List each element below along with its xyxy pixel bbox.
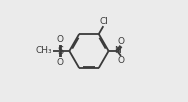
Text: CH₃: CH₃ — [35, 47, 52, 55]
Text: O: O — [57, 58, 64, 67]
Text: Cl: Cl — [99, 17, 108, 26]
Text: O: O — [118, 37, 125, 46]
Text: O: O — [118, 56, 125, 65]
Text: N: N — [114, 47, 121, 55]
Text: S: S — [58, 46, 64, 56]
Text: O: O — [57, 35, 64, 44]
